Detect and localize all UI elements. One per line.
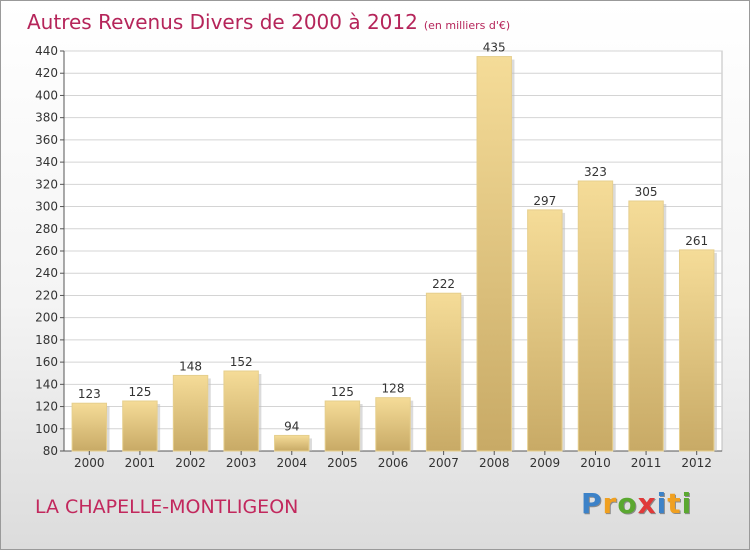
- y-tick-label: 220: [35, 288, 58, 302]
- bar-value-label: 125: [331, 385, 354, 399]
- bar: [628, 200, 664, 452]
- bar-value-label: 222: [432, 277, 455, 291]
- location-label: LA CHAPELLE-MONTLIGEON: [35, 496, 299, 518]
- y-tick-label: 360: [35, 133, 58, 147]
- x-tick-label: 2011: [631, 456, 662, 470]
- y-tick-label: 140: [35, 377, 58, 391]
- bar-value-label: 297: [533, 194, 556, 208]
- y-tick-label: 200: [35, 311, 58, 325]
- bar: [172, 374, 209, 452]
- y-tick-label: 260: [35, 244, 58, 258]
- x-tick-label: 2005: [327, 456, 358, 470]
- x-tick-label: 2010: [580, 456, 611, 470]
- y-tick-label: 100: [35, 422, 58, 436]
- bar-value-label: 261: [685, 234, 708, 248]
- brand-letter: i: [681, 487, 693, 520]
- bar-value-label: 305: [635, 185, 658, 199]
- y-tick-label: 380: [35, 111, 58, 125]
- x-tick-label: 2002: [175, 456, 206, 470]
- y-tick-label: 180: [35, 333, 58, 347]
- bar-value-label: 123: [78, 387, 101, 401]
- x-tick-label: 2008: [479, 456, 510, 470]
- chart-title-text: Autres Revenus Divers de 2000 à 2012: [27, 10, 418, 34]
- brand-letter: x: [637, 487, 657, 520]
- x-tick-label: 2007: [428, 456, 459, 470]
- y-tick-label: 80: [43, 444, 58, 458]
- y-tick-label: 340: [35, 155, 58, 169]
- bar-value-label: 323: [584, 165, 607, 179]
- brand-letter: P: [581, 487, 603, 520]
- bar-value-label: 152: [230, 355, 253, 369]
- bar-value-label: 435: [483, 41, 506, 55]
- brand-letter: o: [617, 487, 638, 520]
- x-tick-label: 2012: [681, 456, 712, 470]
- y-tick-label: 120: [35, 400, 58, 414]
- bar-value-label: 125: [128, 385, 151, 399]
- y-tick-label: 280: [35, 222, 58, 236]
- x-tick-label: 2006: [378, 456, 409, 470]
- y-tick-label: 320: [35, 177, 58, 191]
- x-tick-label: 2001: [125, 456, 156, 470]
- brand-letter: t: [667, 487, 682, 520]
- bar: [71, 402, 108, 452]
- bar: [527, 209, 563, 452]
- brand-letter: i: [656, 487, 668, 520]
- y-tick-label: 400: [35, 88, 58, 102]
- chart-title: Autres Revenus Divers de 2000 à 2012 (en …: [27, 10, 510, 34]
- brand-logo: Proxiti: [581, 487, 692, 520]
- y-tick-label: 300: [35, 200, 58, 214]
- brand-letter: r: [602, 487, 618, 520]
- bar: [324, 400, 361, 452]
- bar: [274, 434, 310, 452]
- x-tick-label: 2004: [276, 456, 307, 470]
- bar-value-label: 94: [284, 419, 299, 433]
- bar-value-label: 128: [382, 382, 405, 396]
- x-tick-label: 2003: [226, 456, 257, 470]
- bar: [122, 400, 158, 452]
- bar: [678, 249, 715, 452]
- bar: [223, 370, 259, 452]
- x-tick-label: 2009: [530, 456, 561, 470]
- y-tick-label: 440: [35, 44, 58, 58]
- y-tick-label: 160: [35, 355, 58, 369]
- bar: [577, 180, 614, 452]
- chart-subtitle: (en milliers d'€): [423, 19, 511, 32]
- y-tick-label: 420: [35, 66, 58, 80]
- y-tick-label: 240: [35, 266, 58, 280]
- bar: [425, 292, 462, 452]
- bar: [375, 397, 411, 452]
- bar-value-label: 148: [179, 359, 202, 373]
- bar: [476, 56, 512, 452]
- x-tick-label: 2000: [74, 456, 105, 470]
